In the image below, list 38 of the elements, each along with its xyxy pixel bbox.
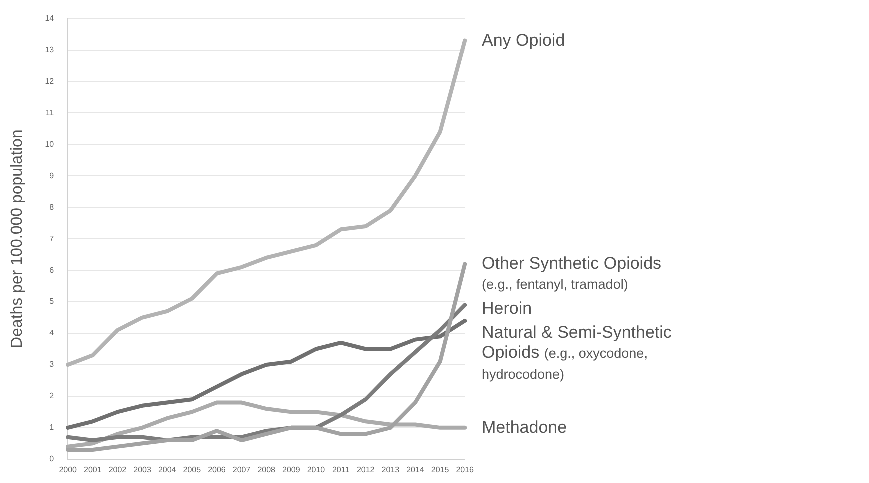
x-tick-label: 2005 — [183, 465, 202, 474]
x-tick-label: 2003 — [134, 465, 152, 474]
x-tick-label: 2004 — [158, 465, 177, 474]
series-label: Methadone — [482, 418, 568, 438]
y-axis-title: Deaths per 100.000 population — [9, 130, 26, 349]
y-tick-label: 11 — [46, 108, 55, 118]
x-tick-label: 2002 — [108, 465, 128, 474]
series-label: Other Synthetic Opioids (e.g., fentanyl, tramadol) — [482, 254, 663, 294]
y-tick-label: 9 — [50, 171, 55, 180]
y-tick-label: 0 — [50, 454, 55, 464]
y-tick-label: 2 — [50, 392, 55, 401]
x-tick-label: 2011 — [332, 465, 350, 474]
y-tick-label: 5 — [50, 297, 55, 306]
y-tick-label: 13 — [45, 45, 55, 54]
x-tick-label: 2009 — [282, 465, 301, 474]
x-tick-label: 2010 — [307, 465, 326, 474]
y-tick-label: 10 — [45, 140, 55, 149]
x-tick-label: 2015 — [431, 465, 450, 474]
x-tick-label: 2016 — [456, 465, 475, 474]
series-label: Natural & Semi-Synthetic Opioids (e.g., oxycodone, hydrocodone) — [482, 323, 672, 384]
x-tick-label: 2008 — [258, 465, 276, 474]
x-tick-label: 2007 — [232, 465, 252, 474]
x-tick-label: 2012 — [356, 465, 376, 474]
y-tick-label: 3 — [50, 360, 55, 370]
y-tick-label: 7 — [50, 234, 55, 244]
y-tick-label: 12 — [45, 76, 55, 86]
x-tick-label: 2000 — [59, 465, 78, 474]
series-label: Any Opioid — [482, 30, 566, 51]
x-tick-label: 2001 — [84, 465, 102, 474]
y-tick-label: 8 — [50, 202, 55, 212]
y-tick-label: 1 — [50, 423, 55, 432]
y-tick-label: 4 — [50, 328, 55, 338]
x-tick-label: 2006 — [208, 465, 226, 474]
y-tick-label: 14 — [45, 14, 55, 24]
x-tick-label: 2014 — [406, 465, 425, 474]
y-tick-label: 6 — [50, 266, 55, 275]
series-label: Heroin — [482, 299, 534, 320]
x-tick-label: 2013 — [382, 465, 400, 474]
